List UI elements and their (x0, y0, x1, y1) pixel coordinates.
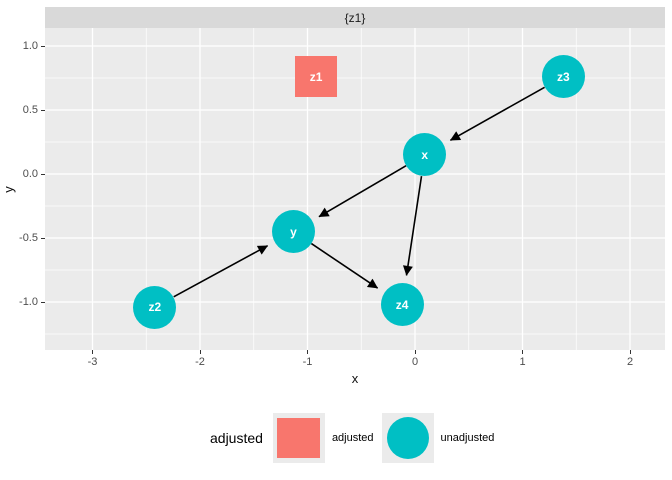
dag-edge-x-y (318, 165, 407, 218)
y-tick-label: 1.0 (22, 39, 38, 52)
y-tick-label: -1.0 (19, 295, 38, 308)
legend-label-unadjusted: unadjusted (440, 432, 495, 444)
dag-edge-x-z4 (402, 175, 423, 276)
x-tick-mark (522, 350, 523, 354)
x-tick-mark (199, 350, 201, 354)
dag-node-z2: z2 (133, 285, 177, 329)
y-tick-label: 0.5 (22, 103, 38, 116)
y-tick-mark (41, 237, 45, 239)
dag-node-label: z2 (148, 300, 162, 315)
dag-edge-z2-y (173, 244, 269, 298)
x-tick-mark (629, 350, 631, 354)
legend-key-adjusted (272, 413, 325, 463)
dag-node-label: z3 (557, 69, 570, 84)
x-tick-label: 2 (626, 356, 634, 368)
y-tick-mark (41, 173, 45, 175)
dag-node-y: y (272, 210, 315, 254)
dag-node-z4: z4 (380, 283, 424, 327)
x-tick-label: -2 (195, 356, 205, 368)
x-axis-title: x (351, 371, 359, 386)
dag-node-label: x (421, 147, 429, 162)
y-tick-label: -0.5 (19, 231, 38, 244)
x-tick-label: 1 (519, 356, 526, 368)
y-tick-mark (41, 109, 45, 111)
x-tick-mark (92, 350, 93, 354)
facet-strip-label: {z1} (344, 10, 366, 25)
adjusted-square-swatch (277, 418, 321, 458)
x-tick-label: 0 (411, 356, 419, 368)
legend-key-unadjusted (381, 413, 434, 463)
dag-node-z1: z1 (295, 56, 338, 98)
dag-edge-y-z4 (310, 242, 379, 289)
y-tick-mark (41, 45, 45, 47)
dag-node-label: y (290, 224, 297, 239)
facet-strip: {z1} (45, 7, 665, 28)
legend-title: adjusted (210, 430, 263, 446)
y-tick-mark (41, 301, 45, 303)
x-tick-mark (414, 350, 416, 354)
y-axis-title: y (0, 186, 16, 193)
x-tick-label: -3 (87, 356, 98, 368)
dag-node-x: x (403, 133, 447, 177)
dag-node-z3: z3 (541, 55, 585, 99)
legend-label-adjusted: adjusted (331, 432, 374, 444)
unadjusted-circle-swatch (386, 417, 429, 459)
dag-edge-z3-x (449, 86, 545, 141)
dag-node-label: z1 (309, 69, 323, 84)
legend: adjusted adjusted unadjusted (210, 413, 502, 463)
dag-node-label: z4 (395, 297, 409, 312)
y-tick-label: 0.0 (22, 167, 38, 180)
x-tick-label: -1 (302, 356, 313, 368)
plot-panel: z1 z2 z3 x y z4 (45, 28, 665, 350)
x-tick-mark (307, 350, 308, 354)
